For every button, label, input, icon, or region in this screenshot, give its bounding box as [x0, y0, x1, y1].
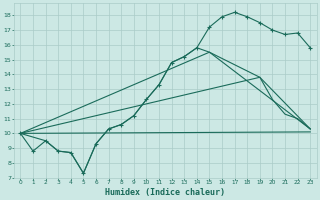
X-axis label: Humidex (Indice chaleur): Humidex (Indice chaleur) [105, 188, 225, 197]
